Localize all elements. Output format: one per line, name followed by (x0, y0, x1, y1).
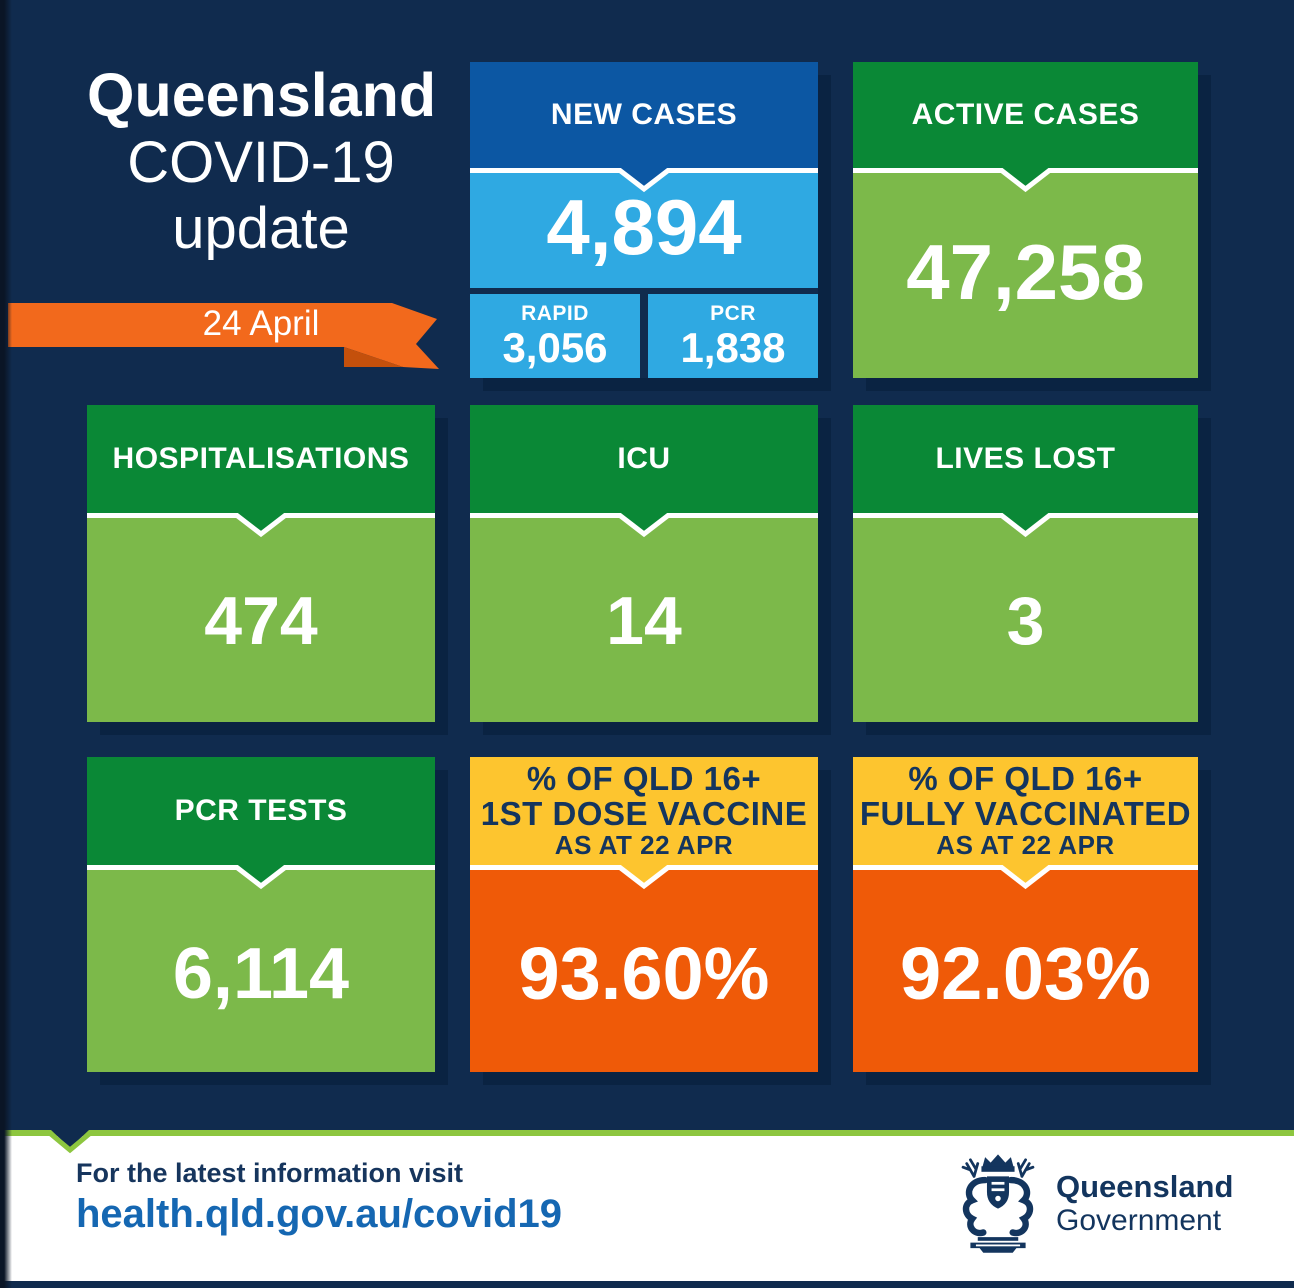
header-chevron (470, 513, 818, 539)
header-chevron (853, 168, 1198, 194)
card-lives-lost: LIVES LOST 3 (853, 405, 1198, 722)
lives-lost-label: LIVES LOST (853, 405, 1198, 513)
footer-green-divider (0, 1130, 1294, 1154)
card-active-cases: ACTIVE CASES 47,258 (853, 62, 1198, 378)
card-fully-vaccinated: % OF QLD 16+ FULLY VACCINATED AS AT 22 A… (853, 757, 1198, 1072)
card-hospitalisations: HOSPITALISATIONS 474 (87, 405, 435, 722)
header-chevron (87, 865, 435, 891)
card-icu: ICU 14 (470, 405, 818, 722)
card-new-cases: NEW CASES 4,894 RAPID 3,056 PCR 1,838 (470, 62, 818, 378)
hospitalisations-value: 474 (204, 582, 318, 659)
lives-lost-value: 3 (1006, 582, 1045, 659)
header-chevron (87, 513, 435, 539)
new-cases-value: 4,894 (546, 182, 742, 271)
footer-url-link[interactable]: health.qld.gov.au/covid19 (76, 1192, 563, 1236)
new-cases-breakdown: RAPID 3,056 PCR 1,838 (470, 288, 818, 378)
active-cases-label: ACTIVE CASES (853, 62, 1198, 168)
rapid-tests-box: RAPID 3,056 (470, 294, 640, 378)
date-ribbon (8, 303, 439, 369)
card-first-dose-vaccine: % OF QLD 16+ 1ST DOSE VACCINE AS AT 22 A… (470, 757, 818, 1072)
title-line-queensland: Queensland (87, 61, 437, 129)
pcr-value: 1,838 (680, 324, 786, 372)
icu-label: ICU (470, 405, 818, 513)
rapid-label: RAPID (521, 301, 589, 325)
pcr-tests-label: PCR TESTS (87, 757, 435, 865)
fully-vaccinated-value: 92.03% (900, 932, 1151, 1015)
first-dose-label-line2: 1ST DOSE VACCINE (480, 795, 808, 833)
footer-info-text: For the latest information visit (76, 1158, 464, 1188)
title-line-covid: COVID-19 (127, 130, 395, 195)
header-chevron (853, 513, 1198, 539)
fully-vaccinated-label-line1: % OF QLD 16+ (908, 760, 1143, 798)
footer (0, 1136, 1294, 1281)
report-date: 24 April (202, 304, 320, 343)
header-chevron (853, 865, 1198, 891)
header-chevron (470, 865, 818, 891)
logo-text-queensland: Queensland (1056, 1169, 1234, 1204)
card-pcr-tests: PCR TESTS 6,114 (87, 757, 435, 1072)
first-dose-value: 93.60% (518, 932, 770, 1015)
fully-vaccinated-label-line3: AS AT 22 APR (936, 830, 1115, 861)
title-line-update: update (172, 196, 350, 261)
pcr-label: PCR (710, 301, 756, 325)
first-dose-label-line1: % OF QLD 16+ (526, 760, 762, 798)
queensland-government-logo: Queensland Government (952, 1150, 1233, 1258)
hospitalisations-label: HOSPITALISATIONS (87, 405, 435, 513)
coat-of-arms-icon (961, 1154, 1035, 1253)
logo-text-government: Government (1056, 1204, 1222, 1237)
new-cases-label: NEW CASES (470, 62, 818, 168)
header-chevron (470, 168, 818, 194)
rapid-value: 3,056 (502, 324, 608, 372)
pcr-tests-value: 6,114 (172, 933, 350, 1014)
first-dose-label-line3: AS AT 22 APR (554, 830, 734, 861)
bottom-navy-strip (0, 1281, 1294, 1288)
screen-left-edge (0, 0, 12, 1288)
page-title: Queensland COVID-19 update (87, 60, 437, 262)
pcr-cases-box: PCR 1,838 (648, 294, 818, 378)
fully-vaccinated-label-line2: FULLY VACCINATED (859, 795, 1192, 833)
first-dose-label: % OF QLD 16+ 1ST DOSE VACCINE AS AT 22 A… (470, 757, 818, 865)
icu-value: 14 (606, 582, 682, 659)
active-cases-value: 47,258 (906, 227, 1145, 316)
fully-vaccinated-label: % OF QLD 16+ FULLY VACCINATED AS AT 22 A… (853, 757, 1198, 865)
